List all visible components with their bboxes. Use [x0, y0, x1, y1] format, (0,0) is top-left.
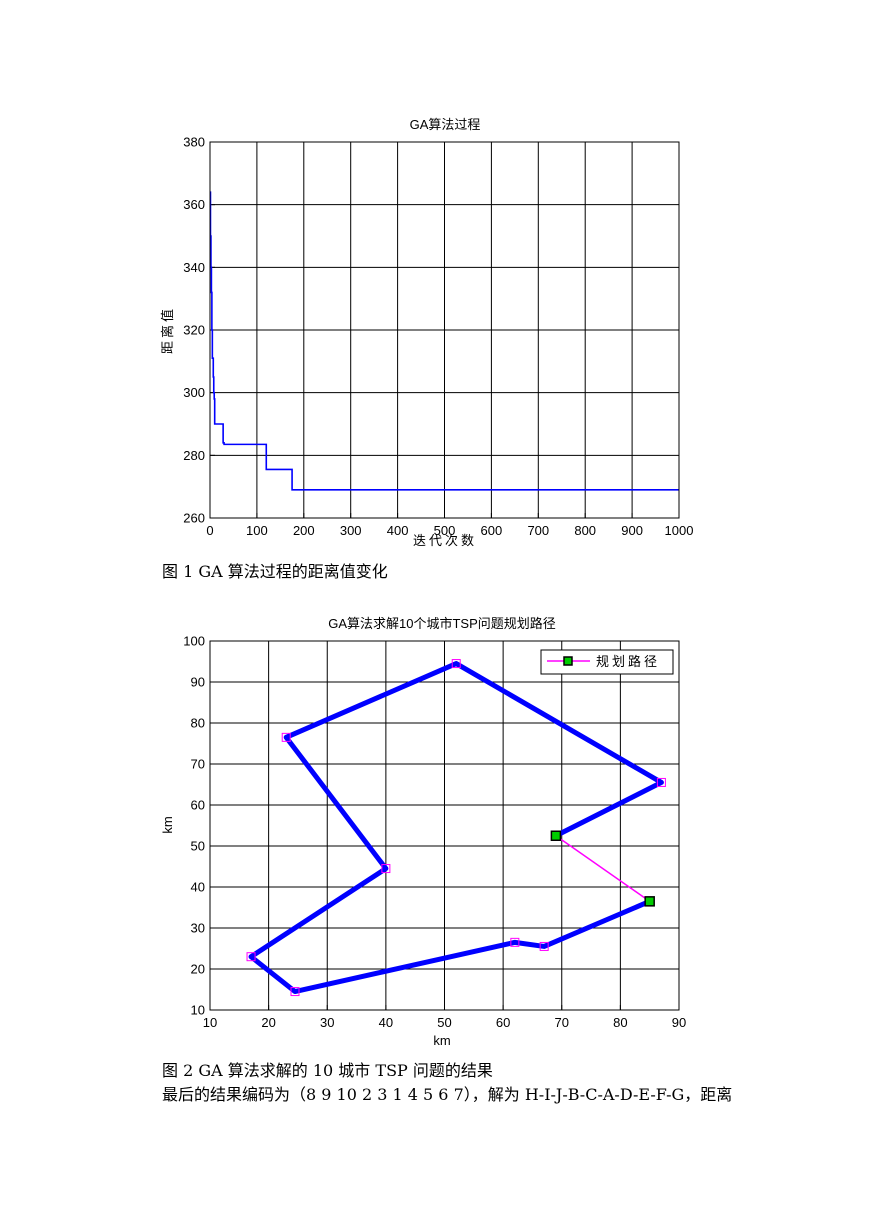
chart2-x-tick-label: 60 — [496, 1015, 510, 1030]
tsp-route-chart: GA算法求解10个城市TSP问题规划路径 10 20 30 40 50 60 70 80 901… — [160, 616, 686, 1048]
chart1-x-tick-label: 0 — [206, 523, 213, 538]
chart1-x-tick-label: 1000 — [665, 523, 694, 538]
chart1-y-tick-label: 320 — [183, 323, 205, 338]
chart1-series — [209, 191, 679, 491]
chart2-x-tick-label: 20 — [261, 1015, 275, 1030]
chart2-series — [246, 659, 666, 997]
chart2-xlabel: km — [433, 1033, 450, 1048]
chart1-x-tick-label: 200 — [293, 523, 315, 538]
chart2-y-tick-label: 80 — [191, 716, 205, 731]
city-marker — [290, 987, 300, 997]
chart1-series-line — [209, 191, 679, 491]
chart2-y-tick-label: 50 — [191, 839, 205, 854]
chart1-xlabel: 迭代次数 — [413, 533, 477, 548]
city-marker — [656, 777, 666, 787]
chart2-title: GA算法求解10个城市TSP问题规划路径 — [328, 616, 556, 631]
chart2-y-tick-label: 10 — [191, 1003, 205, 1018]
chart1-axes-box — [209, 141, 680, 519]
city-marker — [539, 941, 549, 951]
city-marker — [381, 864, 391, 874]
chart2-y-tick-label: 30 — [191, 921, 205, 936]
chart1-x-tick-label: 900 — [621, 523, 643, 538]
chart1-x-tick-label: 300 — [340, 523, 362, 538]
city-marker — [246, 952, 256, 962]
chart2-x-tick-label: 30 — [320, 1015, 334, 1030]
city-marker — [281, 732, 291, 742]
legend-label: 规划路径 — [596, 654, 660, 669]
chart2-x-tick-label: 90 — [672, 1015, 686, 1030]
chart1-ylabel: 距离值 — [160, 306, 175, 354]
chart1-x-tick-label: 800 — [574, 523, 596, 538]
chart1-ticks: 0 100 200 300 400 500 600 700 800 900 1000 260 280 30… — [183, 135, 693, 539]
chart2-y-tick-label: 90 — [191, 675, 205, 690]
chart2-grid — [209, 640, 680, 1011]
chart1-y-tick-label: 260 — [183, 511, 205, 526]
endpoint-marker — [644, 896, 655, 907]
city-marker — [451, 659, 461, 669]
chart2-legend: 规划路径 — [540, 649, 674, 675]
legend-box — [540, 649, 674, 675]
chart2-y-tick-label: 20 — [191, 962, 205, 977]
chart1-x-tick-label: 700 — [527, 523, 549, 538]
result-text: 最后的结果编码为（8 9 10 2 3 1 4 5 6 7），解为 H-I-J-… — [162, 1085, 733, 1104]
route-closing-link — [555, 835, 651, 902]
chart1-x-tick-label: 400 — [387, 523, 409, 538]
city-marker — [510, 937, 520, 947]
chart2-x-tick-label: 80 — [613, 1015, 627, 1030]
chart2-y-tick-label: 70 — [191, 757, 205, 772]
chart1-y-tick-label: 300 — [183, 385, 205, 400]
chart2-y-tick-label: 60 — [191, 798, 205, 813]
route-path — [248, 661, 664, 995]
chart2-x-tick-label: 10 — [203, 1015, 217, 1030]
chart1-grid — [209, 141, 680, 519]
chart2-ticks: 10 20 30 40 50 60 70 80 90 10 20 30 40 50 60 70 80 90 100 — [183, 634, 686, 1031]
endpoint-marker — [550, 830, 562, 841]
chart2-ylabel: km — [160, 816, 175, 833]
chart2-y-tick-label: 40 — [191, 880, 205, 895]
chart2-axes-box — [209, 640, 680, 1011]
chart1-y-tick-label: 340 — [183, 260, 205, 275]
chart1-y-tick-label: 360 — [183, 197, 205, 212]
chart1-title: GA算法过程 — [410, 117, 481, 132]
chart2-x-tick-label: 40 — [379, 1015, 393, 1030]
figure2-caption: 图 2 GA 算法求解的 10 城市 TSP 问题的结果 — [162, 1061, 493, 1080]
chart1-x-tick-label: 500 — [434, 523, 456, 538]
chart1-x-tick-label: 100 — [246, 523, 268, 538]
chart1-y-tick-label: 280 — [183, 448, 205, 463]
ga-convergence-chart: GA算法过程 0 100 200 300 400 500 600 700 800 900 1000 2… — [160, 117, 693, 548]
figure1-caption: 图 1 GA 算法过程的距离值变化 — [162, 562, 388, 581]
chart2-y-tick-label: 100 — [183, 634, 205, 649]
legend-marker — [563, 656, 573, 666]
chart1-x-tick-label: 600 — [481, 523, 503, 538]
chart2-x-tick-label: 70 — [555, 1015, 569, 1030]
chart2-x-tick-label: 50 — [437, 1015, 451, 1030]
chart1-y-tick-label: 380 — [183, 135, 205, 150]
